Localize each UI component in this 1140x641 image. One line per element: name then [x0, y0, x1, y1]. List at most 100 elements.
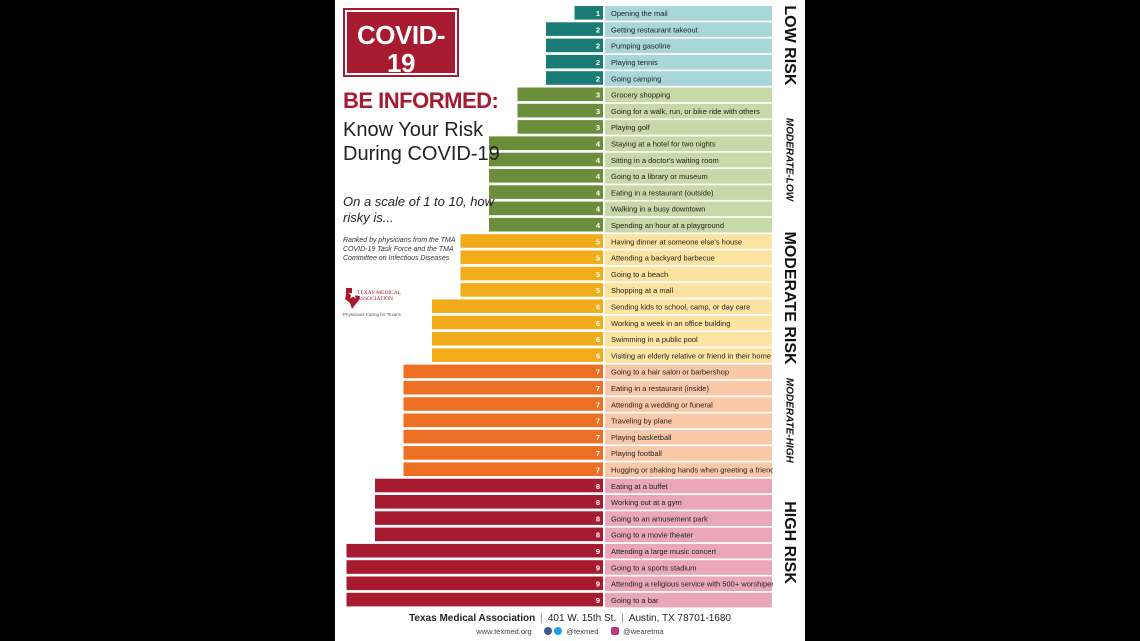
risk-bar	[346, 592, 603, 607]
risk-band-label: MODERATE-HIGH	[783, 378, 794, 464]
risk-bar	[546, 71, 603, 85]
risk-bar	[460, 266, 603, 281]
risk-score-label: 6	[596, 335, 600, 344]
activity-label: Traveling by plane	[611, 417, 672, 426]
risk-band-label: HIGH RISK	[781, 501, 798, 584]
risk-score-label: 1	[596, 9, 600, 18]
risk-band-label: MODERATE-LOW	[783, 118, 794, 203]
risk-score-label: 6	[596, 319, 600, 328]
risk-bar	[403, 413, 603, 428]
risk-score-label: 9	[596, 580, 600, 589]
activity-label: Sending kids to school, camp, or day car…	[611, 303, 750, 312]
badge-subtitle: CORONAVIRUS DISEASE	[345, 78, 457, 88]
activity-label-bg	[605, 152, 772, 168]
activity-label: Playing football	[611, 449, 662, 458]
risk-bar	[346, 543, 603, 558]
risk-bar	[546, 38, 603, 53]
risk-score-label: 5	[596, 254, 600, 263]
risk-score-label: 9	[596, 563, 600, 572]
tma-logo-tagline: Physicians Caring for Texans	[343, 312, 401, 317]
risk-bar	[403, 397, 603, 411]
activity-label: Attending a large music concert	[611, 547, 717, 556]
activity-label: Shopping at a mall	[611, 286, 673, 295]
risk-bar	[517, 87, 603, 102]
tma-logo-name: TEXAS MEDICAL ASSOCIATION	[357, 290, 401, 302]
activity-label: Having dinner at someone else's house	[611, 237, 742, 246]
risk-score-label: 7	[596, 466, 600, 475]
activity-label-bg	[605, 136, 772, 151]
risk-score-label: 7	[596, 417, 600, 426]
risk-band-label: MODERATE RISK	[781, 232, 798, 365]
activity-label: Staying at a hotel for two nights	[611, 140, 716, 149]
risk-score-label: 7	[596, 433, 600, 442]
activity-label: Going to a hair salon or barbershop	[611, 368, 729, 377]
risk-score-label: 9	[596, 596, 600, 605]
risk-bar	[460, 234, 603, 248]
activity-label: Attending a backyard barbecue	[611, 254, 715, 263]
activity-label-bg	[605, 576, 772, 592]
covid-badge: COVID-19 CORONAVIRUS DISEASE	[343, 8, 459, 88]
risk-score-label: 6	[596, 351, 600, 360]
risk-score-label: 4	[596, 205, 601, 214]
activity-label-bg	[605, 478, 772, 494]
risk-score-label: 5	[596, 237, 600, 246]
activity-label: Going for a walk, run, or bike ride with…	[611, 107, 760, 116]
activity-label-bg	[605, 332, 772, 347]
risk-score-label: 3	[596, 91, 600, 100]
risk-score-label: 7	[596, 449, 600, 458]
footer-twitter[interactable]: @texmed	[566, 627, 599, 636]
risk-bar	[346, 576, 603, 591]
risk-score-label: 8	[596, 482, 600, 491]
activity-label-bg	[605, 217, 772, 233]
risk-score-label: 3	[596, 107, 600, 116]
activity-label-bg	[605, 103, 772, 119]
activity-label-bg	[605, 592, 772, 608]
risk-score-label: 4	[596, 172, 601, 181]
risk-bar	[460, 283, 603, 297]
texas-star-icon	[345, 288, 360, 309]
headline-text: Know Your Risk During COVID-19	[343, 119, 500, 165]
risk-bar	[403, 446, 603, 460]
risk-bar	[489, 152, 603, 167]
activity-label-bg	[605, 364, 772, 380]
activity-label-bg	[605, 38, 772, 54]
risk-score-label: 2	[596, 42, 600, 51]
activity-label: Opening the mail	[611, 9, 668, 18]
activity-label-bg	[605, 462, 772, 477]
activity-label: Swimming in a public pool	[611, 335, 698, 344]
risk-score-label: 3	[596, 123, 600, 132]
risk-score-label: 4	[596, 188, 601, 197]
footer-instagram[interactable]: @wearetma	[623, 627, 664, 636]
risk-bar-chart: 1 Opening the mail 2 Getting restaurant tak…	[346, 5, 805, 608]
risk-score-label: 2	[596, 74, 600, 83]
risk-bar	[346, 560, 603, 574]
risk-score-label: 4	[596, 221, 601, 230]
activity-label-bg	[605, 250, 772, 266]
activity-label: Playing basketball	[611, 433, 672, 442]
activity-label-bg	[605, 348, 772, 363]
risk-score-label: 8	[596, 498, 600, 507]
risk-bar	[432, 299, 603, 313]
risk-band-area	[773, 87, 805, 232]
instagram-icon[interactable]	[611, 627, 620, 635]
risk-score-label: 7	[596, 400, 600, 409]
activity-label: Visiting an elderly relative or friend i…	[611, 351, 771, 360]
risk-bar	[489, 136, 603, 150]
footer-separator: |	[540, 613, 543, 624]
facebook-icon[interactable]	[544, 627, 553, 635]
risk-bar	[574, 6, 603, 20]
risk-bar	[375, 478, 603, 493]
risk-score-label: 5	[596, 286, 600, 295]
risk-bar	[403, 429, 603, 444]
activity-label-bg	[605, 511, 772, 526]
activity-label-bg	[605, 527, 772, 543]
risk-score-label: 4	[596, 156, 601, 165]
risk-score-label: 7	[596, 384, 600, 393]
risk-bar	[375, 527, 603, 542]
activity-label: Walking in a busy downtown	[611, 205, 705, 214]
twitter-icon[interactable]	[554, 627, 563, 635]
risk-band-area	[773, 478, 805, 607]
footer-street: 401 W. 15th St.	[547, 613, 617, 624]
activity-label-bg	[605, 397, 772, 412]
footer-website[interactable]: www.texmed.org	[476, 627, 532, 636]
